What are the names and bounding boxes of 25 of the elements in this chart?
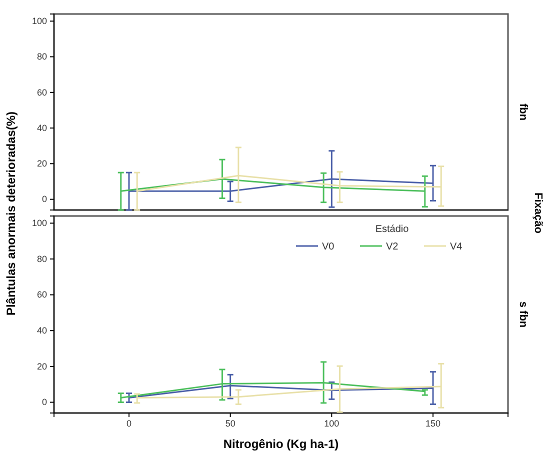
- y-tick-label: 0: [42, 194, 47, 204]
- x-tick-label: 50: [225, 418, 236, 428]
- y-tick-label: 80: [36, 52, 47, 62]
- y-tick-label: 60: [36, 87, 47, 98]
- y-tick-label: 40: [36, 326, 47, 336]
- legend-title: Estádio: [375, 224, 410, 235]
- y-tick-label: 20: [36, 361, 47, 372]
- text: s fbn: [517, 301, 529, 328]
- legend-label: V0: [322, 242, 335, 252]
- y-tick-label: 40: [36, 122, 47, 133]
- y-tick-label: 60: [36, 290, 47, 300]
- x-tick-label: 150: [425, 418, 441, 428]
- legend-label: V4: [450, 242, 463, 252]
- x-tick-label: 0: [126, 418, 132, 428]
- y-tick-label: 100: [32, 16, 47, 26]
- legend-label: V2: [386, 242, 399, 252]
- x-tick-label: 100: [324, 418, 340, 428]
- y-axis-title: Plântulas anormais deterioradas(%): [4, 111, 18, 316]
- x-axis-title: Nitrogênio (Kg ha-1): [223, 437, 339, 451]
- y-tick-label: 100: [32, 218, 47, 228]
- y-tick-label: 20: [36, 158, 47, 169]
- text: Fixação: [532, 192, 543, 234]
- text: fbn: [517, 103, 529, 121]
- y-tick-label: 80: [36, 254, 47, 264]
- y-tick-label: 0: [42, 397, 47, 408]
